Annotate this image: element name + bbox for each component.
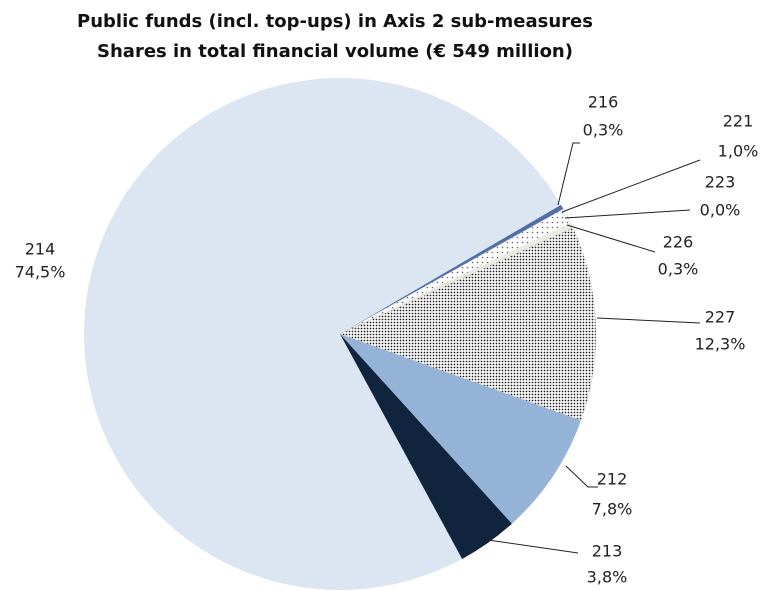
slice-category: 216	[588, 93, 619, 112]
slice-value-label: 0,3%	[583, 121, 624, 140]
slice-category: 213	[592, 542, 623, 561]
pie-slice	[83, 78, 562, 591]
leader-line	[596, 317, 701, 324]
slice-category: 221	[723, 112, 754, 131]
slice-value-label: 1,0%	[718, 142, 759, 161]
slice-value-label: 74,5%	[15, 263, 66, 282]
slice-value-label: 3,8%	[587, 568, 628, 587]
slice-category: 226	[663, 233, 694, 252]
slice-value-label: 0,0%	[700, 201, 741, 220]
chart-subtitle: Shares in total financial volume (€ 549 …	[97, 41, 573, 62]
leader-line	[565, 465, 598, 488]
leader-line	[564, 209, 691, 219]
slice-category: 227	[705, 308, 736, 327]
slice-category: 212	[597, 470, 628, 489]
leader-line	[557, 142, 580, 206]
pie-slice	[339, 227, 597, 421]
pie-slice	[340, 223, 573, 334]
slice-value-label: 12,3%	[695, 335, 746, 354]
pie-slice	[340, 334, 512, 559]
leader-line	[561, 159, 701, 213]
leader-line	[566, 224, 656, 253]
slice-category: 223	[705, 173, 736, 192]
pie-slice	[339, 208, 572, 335]
slice-category: 214	[25, 240, 56, 259]
slice-value-label: 0,3%	[658, 260, 699, 279]
pie-slice	[340, 223, 571, 334]
pie-slice	[340, 334, 581, 524]
chart-title: Public funds (incl. top-ups) in Axis 2 s…	[77, 11, 593, 32]
pie-slice	[340, 204, 564, 334]
slice-value-label: 7,8%	[592, 500, 633, 519]
leader-line	[487, 539, 579, 554]
